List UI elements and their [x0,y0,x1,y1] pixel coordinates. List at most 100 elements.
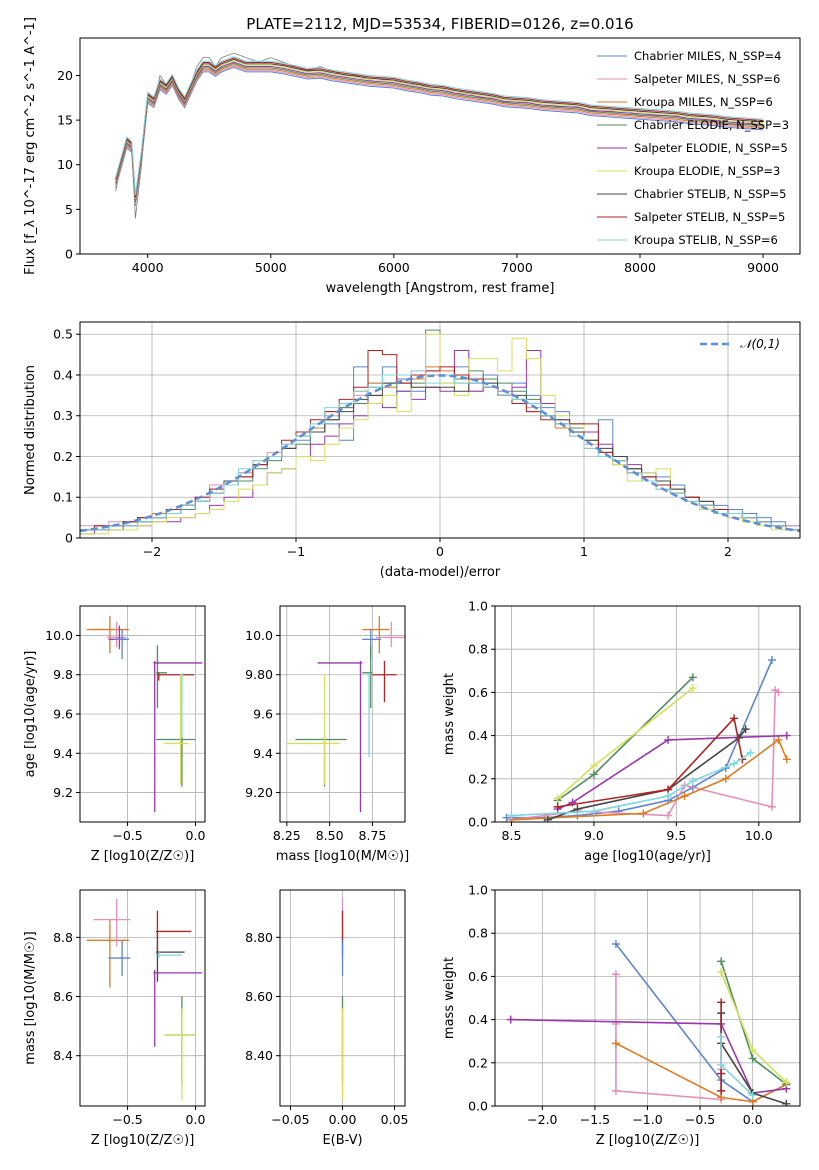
x-axis-label: E(B-V) [322,1133,362,1148]
x-tick-label: 9.0 [584,828,604,843]
y-tick-label: 9.6 [253,707,273,722]
data-point [367,672,371,758]
weight-marker [664,811,673,820]
weight-marker [611,970,620,979]
plot-area [80,329,800,538]
y-tick-label: 10.0 [45,628,73,643]
data-point [156,645,167,709]
plot-area [86,898,203,1101]
y-tick-label: 0.4 [468,728,488,743]
data-point [153,969,203,1047]
weight-marker [717,1086,726,1095]
x-tick-label: 1 [580,544,588,559]
weight-marker [767,802,776,811]
y-tick-label: 20 [57,68,73,83]
y-tick-label: 9.20 [245,785,273,800]
x-axis-label: (data-model)/error [380,565,501,580]
data-point [362,629,382,660]
y-tick-label: 9.6 [53,707,73,722]
y-tick-label: 8.4 [53,1048,73,1063]
data-point [362,615,390,654]
x-tick-label: −1.0 [632,1112,662,1127]
weight-marker [502,813,511,822]
y-tick-label: 8.80 [245,930,273,945]
weight-marker [730,759,739,768]
y-tick-label: 0.6 [468,969,488,984]
weight-marker [741,725,750,734]
x-tick-label: −2.0 [527,1112,557,1127]
x-tick-label: 0.0 [186,1112,206,1127]
x-axis-label: mass [log10(M/M☉)] [276,849,409,864]
spectrum-model-line [115,58,764,198]
plot-area [506,940,791,1106]
y-tick-label: 8.40 [245,1048,273,1063]
spectrum-model-line [115,66,764,206]
y-tick-label: 0.0 [468,815,488,830]
x-axis-label: Z [log10(Z/Z☉)] [596,1133,700,1148]
weight-marker [688,673,697,682]
legend-label: Chabrier ELODIE, N_SSP=3 [634,118,789,132]
y-tick-label: 0.8 [468,642,488,657]
weight-marker [639,809,648,818]
data-point [153,660,203,813]
x-tick-label: −1 [287,544,305,559]
y-axis-label: Flux [f_λ 10^-17 erg cm^-2 s^-1 A^-1] [23,17,38,275]
data-point [156,910,192,956]
y-tick-label: 0.2 [53,449,73,464]
weight-marker [767,656,776,664]
weight-marker [589,761,598,770]
y-tick-label: 0 [65,531,73,546]
data-point [157,672,195,681]
weight-marker [717,957,726,966]
x-tick-label: −0.5 [112,1112,142,1127]
weight-marker [664,735,673,744]
weight-marker [543,815,552,822]
data-point [286,674,340,785]
weight-marker [782,731,791,740]
y-tick-label: 0.2 [468,771,488,786]
data-point [295,737,347,787]
data-point [317,660,363,813]
weight-marker [506,1015,515,1024]
legend-label: Kroupa MILES, N_SSP=6 [634,95,773,109]
data-point [164,1008,196,1101]
weight-marker [589,807,598,816]
x-tick-label: 9000 [747,260,779,275]
y-axis-label: Normed distribution [23,365,38,495]
x-tick-label: 8.75 [359,828,387,843]
legend-label: Salpeter STELIB, N_SSP=5 [634,210,785,224]
y-axis-label: mass [log10(M/M☉)] [23,931,38,1064]
data-point [108,940,131,976]
x-tick-label: 0.05 [381,1112,409,1127]
legend-label: Salpeter ELODIE, N_SSP=5 [634,141,788,155]
x-tick-label: 9.5 [666,828,686,843]
x-tick-label: −1.5 [580,1112,610,1127]
weight-marker [611,1086,620,1095]
x-axis-label: wavelength [Angstrom, rest frame] [326,281,555,296]
plot-area [115,52,764,219]
spectrum-model-line [115,57,764,197]
y-tick-label: 9.80 [245,667,273,682]
x-axis-label: age [log10(age/yr)] [584,849,711,864]
data-point [157,952,182,959]
x-tick-label: 7000 [501,260,533,275]
x-tick-label: 0.00 [329,1112,357,1127]
chart-mass_vs_ebv: −0.05 0.00 0.05 8.40 8.60 8.80 E(B-V) [245,889,409,1148]
y-tick-label: 5 [65,202,73,217]
x-tick-label: −0.5 [685,1112,715,1127]
y-tick-label: 10.0 [245,628,273,643]
weight-marker [748,1045,757,1054]
weight-marker [717,998,726,1007]
y-tick-label: 0.1 [53,490,73,505]
x-tick-label: 5000 [255,260,287,275]
weight-marker [746,748,755,757]
x-tick-label: 0.0 [743,1112,763,1127]
y-tick-label: 10 [57,157,73,172]
y-tick-label: 0.2 [468,1055,488,1070]
y-axis-label: mass weight [442,957,457,1039]
x-tick-label: 2 [724,544,732,559]
spectrum-model-line [115,61,764,201]
weight-marker [688,776,697,785]
x-tick-label: 10.0 [745,828,773,843]
